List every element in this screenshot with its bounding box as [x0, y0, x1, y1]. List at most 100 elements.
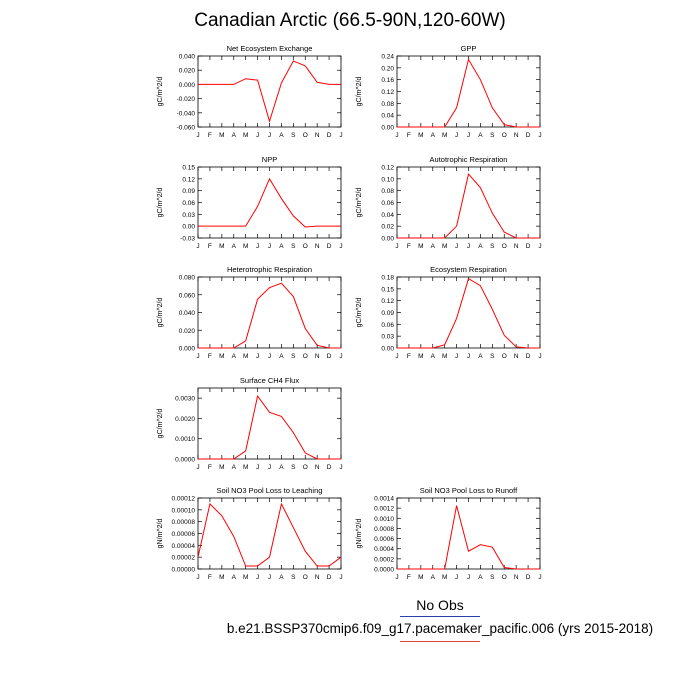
y-tick-label: 0.02	[381, 224, 394, 231]
x-tick-label: N	[315, 132, 320, 139]
x-tick-label: A	[232, 132, 237, 139]
y-tick-label: 0.09	[381, 310, 394, 317]
y-tick-label: 0.00010	[172, 507, 196, 514]
x-tick-label: F	[208, 574, 212, 581]
x-tick-label: N	[514, 353, 519, 360]
x-tick-label: A	[478, 132, 483, 139]
x-tick-label: S	[291, 464, 296, 471]
x-tick-label: O	[502, 353, 507, 360]
x-tick-label: M	[243, 132, 248, 139]
series-line	[397, 505, 540, 570]
x-tick-label: A	[431, 132, 436, 139]
y-tick-label: -0.03	[180, 236, 195, 243]
y-tick-label: 0.04	[381, 212, 394, 219]
x-tick-label: F	[407, 353, 411, 360]
y-tick-label: 0.06	[381, 200, 394, 207]
y-tick-label: 0.00012	[172, 496, 196, 503]
x-tick-label: M	[418, 574, 423, 581]
y-tick-label: 0.18	[381, 275, 394, 282]
x-tick-label: J	[196, 574, 199, 581]
x-tick-label: M	[219, 353, 224, 360]
panel-title: Autotrophic Respiration	[430, 155, 508, 164]
x-tick-label: J	[256, 464, 259, 471]
y-tick-label: 0.00000	[172, 567, 196, 574]
x-tick-label: M	[442, 243, 447, 250]
x-tick-label: J	[538, 132, 541, 139]
x-tick-label: J	[455, 132, 458, 139]
x-tick-label: J	[538, 574, 541, 581]
y-tick-label: 0.0012	[374, 506, 394, 513]
x-tick-label: M	[418, 243, 423, 250]
y-tick-label: 0.00008	[172, 519, 196, 526]
x-tick-label: M	[442, 353, 447, 360]
x-tick-label: M	[442, 574, 447, 581]
x-tick-label: J	[538, 243, 541, 250]
y-axis-label: gC/m^2/d	[157, 298, 164, 328]
x-tick-label: J	[339, 243, 342, 250]
x-tick-label: A	[279, 574, 284, 581]
x-tick-label: S	[291, 132, 296, 139]
chart-panel: Net Ecosystem Exchange gC/m^2/d -0.060 -0.0…	[157, 44, 343, 139]
x-tick-label: A	[431, 353, 436, 360]
x-tick-label: J	[339, 132, 342, 139]
y-tick-label: 0.08	[381, 188, 394, 195]
y-tick-label: 0.040	[179, 310, 196, 317]
plot-frame	[396, 497, 541, 570]
x-tick-label: J	[467, 353, 470, 360]
x-tick-label: S	[490, 574, 495, 581]
x-tick-label: A	[279, 464, 284, 471]
chart-panel: GPP gC/m^2/d 0.00 0.04 0.08 0.12 0.16 0.20 0.24 J…	[356, 44, 542, 139]
x-tick-label: S	[490, 132, 495, 139]
y-tick-label: 0.04	[381, 113, 394, 120]
x-tick-label: J	[268, 132, 271, 139]
panel-title: Heterotrophic Respiration	[227, 265, 312, 274]
panel-title: Surface CH4 Flux	[240, 376, 299, 385]
x-tick-label: J	[196, 464, 199, 471]
x-tick-label: J	[467, 243, 470, 250]
y-tick-label: 0.00002	[172, 555, 196, 562]
y-tick-label: 0.00	[381, 125, 394, 132]
y-tick-label: 0.12	[381, 298, 394, 305]
y-tick-label: 0.0002	[374, 556, 394, 563]
x-tick-label: J	[455, 353, 458, 360]
x-tick-label: O	[303, 132, 308, 139]
x-tick-label: A	[232, 353, 237, 360]
x-tick-label: F	[208, 353, 212, 360]
x-tick-label: D	[327, 574, 332, 581]
x-tick-label: N	[514, 132, 519, 139]
x-tick-label: S	[490, 353, 495, 360]
y-tick-label: 0.00	[381, 346, 394, 353]
series-line	[397, 277, 540, 349]
plot-frame	[197, 387, 342, 460]
y-tick-label: 0.03	[182, 212, 195, 219]
x-tick-label: O	[303, 243, 308, 250]
y-tick-label: 0.040	[179, 54, 196, 61]
y-tick-label: 0.020	[179, 68, 196, 75]
x-tick-label: M	[418, 353, 423, 360]
series-line	[397, 58, 540, 128]
y-tick-label: 0.15	[381, 286, 394, 293]
chart-panel: Surface CH4 Flux gC/m^2/d 0.0000 0.0010 0.00…	[157, 376, 343, 471]
y-axis-label: gN/m^2/d	[356, 519, 363, 549]
y-tick-label: 0.16	[381, 77, 394, 84]
x-tick-label: M	[243, 243, 248, 250]
series-line	[198, 177, 341, 228]
y-tick-label: 0.09	[182, 188, 195, 195]
x-tick-label: J	[256, 574, 259, 581]
x-tick-label: O	[303, 464, 308, 471]
y-tick-label: 0.0000	[175, 457, 195, 464]
y-tick-label: 0.00	[182, 224, 195, 231]
x-tick-label: J	[196, 353, 199, 360]
x-tick-label: J	[455, 243, 458, 250]
y-tick-label: 0.0000	[374, 567, 394, 574]
x-tick-label: F	[407, 574, 411, 581]
x-tick-label: J	[467, 574, 470, 581]
x-tick-label: J	[467, 132, 470, 139]
y-tick-label: 0.00	[381, 236, 394, 243]
x-tick-label: F	[208, 132, 212, 139]
chart-panel: Heterotrophic Respiration gC/m^2/d 0.000 0.…	[157, 265, 343, 360]
y-tick-label: 0.0004	[374, 546, 394, 553]
y-axis-label: gC/m^2/d	[157, 77, 164, 107]
panel-title: Net Ecosystem Exchange	[227, 44, 313, 53]
page-title: Canadian Arctic (66.5-90N,120-60W)	[194, 10, 506, 31]
